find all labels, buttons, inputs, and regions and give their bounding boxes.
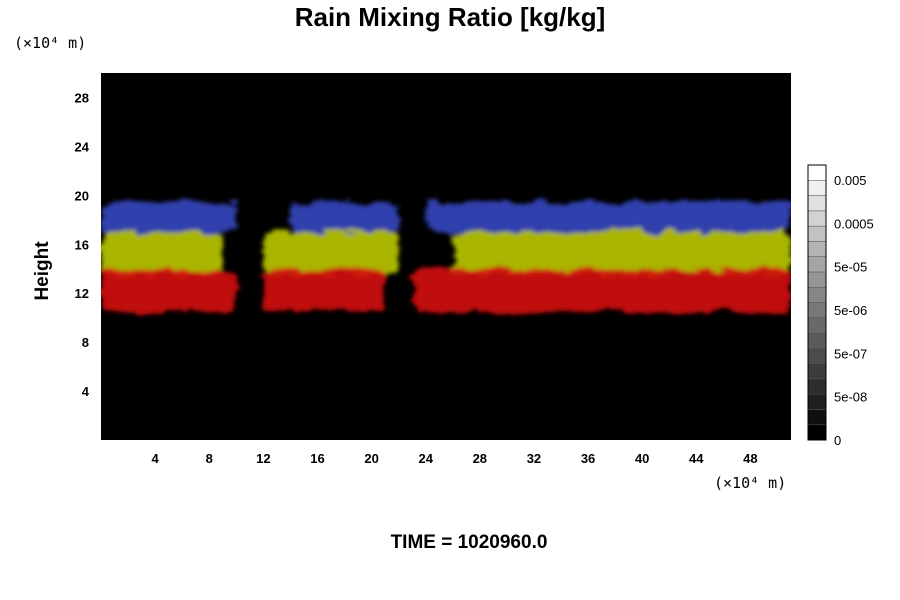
x-tick-label: 20: [364, 451, 378, 466]
colorbar-step: [807, 225, 827, 242]
y-unit-label: (×10⁴ m): [14, 34, 87, 52]
colorbar-label: 0.0005: [834, 216, 874, 231]
y-axis-label: Height: [32, 241, 53, 301]
colorbar-step: [807, 286, 827, 303]
colorbar-step: [807, 210, 827, 227]
colorbar-step: [807, 195, 827, 212]
field-band-0-0: [101, 201, 237, 233]
colorbar-step: [807, 302, 827, 319]
x-tick-label: 16: [310, 451, 324, 466]
colorbar-step: [807, 180, 827, 196]
x-tick-label: 4: [152, 451, 160, 466]
x-tick-label: 12: [256, 451, 270, 466]
field-band-2-2: [412, 268, 791, 312]
rain-field: [101, 201, 791, 312]
x-tick-label: 24: [418, 451, 433, 466]
colorbar-step: [807, 271, 827, 288]
x-tick-label: 8: [206, 451, 213, 466]
x-tick-label: 36: [581, 451, 595, 466]
colorbar-step: [807, 332, 827, 349]
x-tick-label: 28: [473, 451, 487, 466]
colorbar-label: 5e-08: [834, 390, 867, 405]
field-band-0-2: [425, 201, 791, 233]
y-tick-label: 28: [75, 90, 89, 105]
time-label: TIME = 1020960.0: [390, 532, 548, 553]
colorbar-label: 5e-07: [834, 346, 867, 361]
field-band-0-1: [290, 201, 399, 233]
colorbar-label: 0.005: [834, 173, 867, 188]
colorbar-step: [807, 348, 827, 364]
x-tick-label: 40: [635, 451, 649, 466]
x-tick-label: 32: [527, 451, 541, 466]
field-band-1-1: [263, 232, 399, 275]
colorbar-step: [807, 393, 827, 410]
y-tick-label: 20: [75, 188, 89, 203]
field-band-1-0: [101, 232, 223, 275]
y-tick-label: 24: [75, 139, 90, 154]
colorbar-step: [807, 241, 827, 257]
colorbar-step: [807, 378, 827, 395]
colorbar-label: 5e-06: [834, 303, 867, 318]
colorbar-step: [807, 256, 827, 273]
y-tick-label: 16: [75, 237, 89, 252]
colorbar: 0.005 0.0005 5e-05 5e-06 5e-07 5e-08 0: [807, 164, 874, 448]
colorbar-step: [807, 363, 827, 380]
field-band-2-0: [101, 268, 237, 312]
colorbar-label: 0: [834, 433, 841, 448]
y-axis: 4 8 12 16 20 24 28: [75, 90, 90, 399]
y-tick-label: 12: [75, 286, 89, 301]
x-unit-label: (×10⁴ m): [714, 474, 787, 492]
colorbar-step: [807, 409, 827, 425]
field-band-1-2: [452, 232, 791, 275]
colorbar-frame: [807, 164, 827, 441]
x-tick-label: 48: [743, 451, 757, 466]
colorbar-step: [807, 164, 827, 181]
colorbar-step: [807, 424, 827, 441]
x-axis: 4 8 12 16 20 24 28 32 36 40 44 48: [152, 451, 758, 466]
y-tick-label: 4: [82, 384, 90, 399]
x-tick-label: 44: [689, 451, 704, 466]
colorbar-label: 5e-05: [834, 260, 867, 275]
colorbar-step: [807, 317, 827, 334]
y-tick-label: 8: [82, 335, 89, 350]
field-band-2-1: [263, 268, 386, 312]
chart-title: Rain Mixing Ratio [kg/kg]: [294, 2, 606, 32]
